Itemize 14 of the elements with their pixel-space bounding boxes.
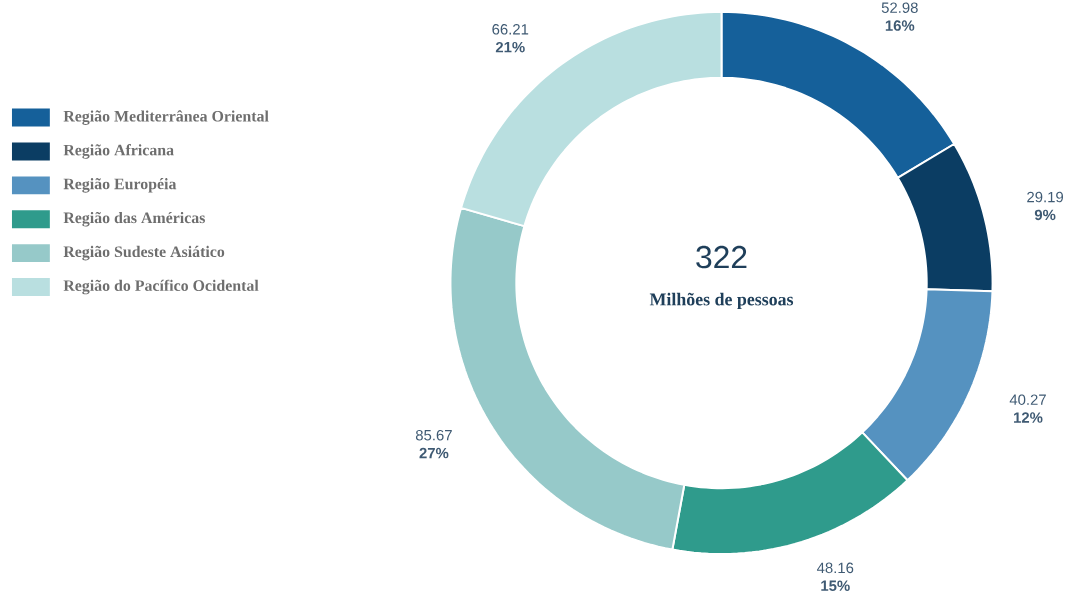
data-label: 66.21 21%: [492, 24, 529, 53]
data-label: 52.98 16%: [881, 2, 918, 31]
legend-label: Região Européia: [63, 178, 177, 193]
legend-label: Região Sudeste Asiático: [63, 245, 225, 261]
text: Milhões de pessoas: [649, 292, 794, 310]
legend-label: Região do Pacífico Ocidental: [63, 279, 259, 295]
legend-label: Região Africana: [63, 144, 174, 159]
data-label: 85.67 27%: [415, 429, 452, 459]
data-label: 48.16 15%: [816, 562, 854, 592]
data-label: 40.27 12%: [1009, 394, 1046, 423]
legend-label: Região Mediterrânea Oriental: [63, 110, 269, 125]
legend-label: Região das Américas: [63, 211, 205, 227]
text: 322: [696, 245, 747, 269]
data-label: 29.19 9%: [1027, 191, 1063, 221]
